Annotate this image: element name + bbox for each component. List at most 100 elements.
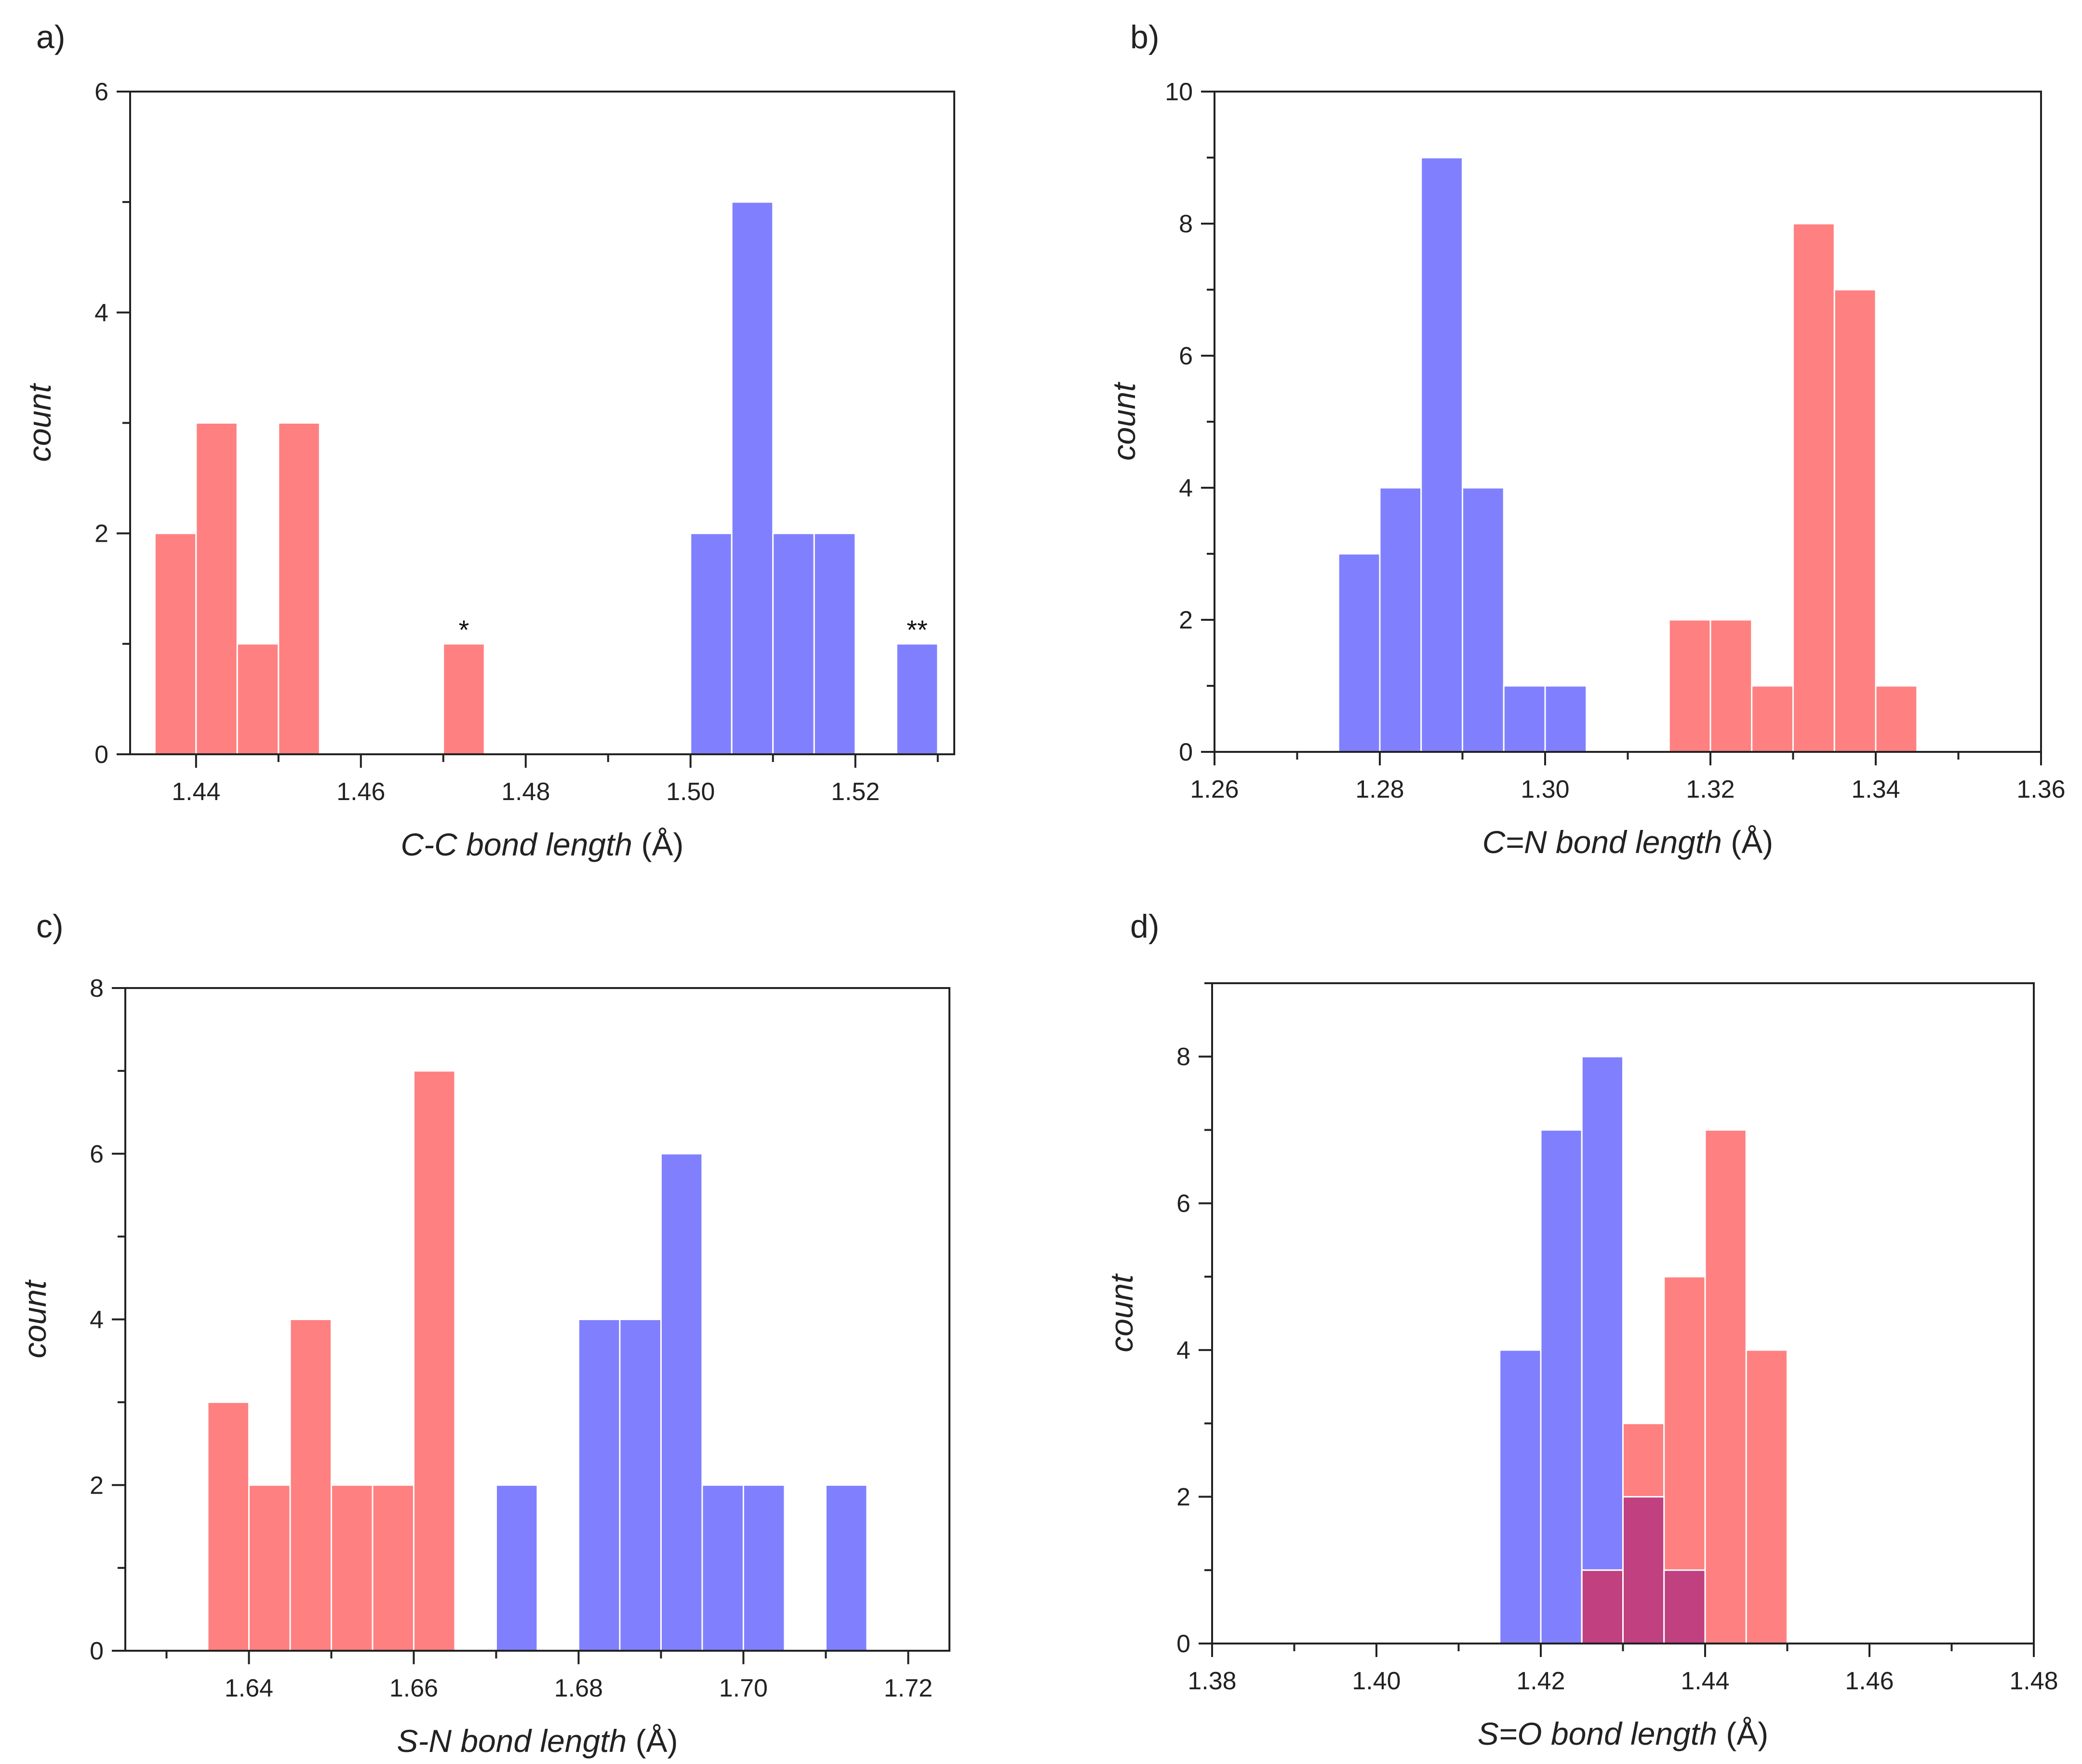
x-tick-label-a-4: 1.52 — [831, 778, 880, 806]
bar-d-overlap-1 — [1622, 1496, 1665, 1644]
x-tick-label-b-1: 1.28 — [1355, 775, 1404, 803]
bar-a-blue-1 — [731, 201, 774, 755]
x-tick-label-b-4: 1.34 — [1851, 775, 1900, 803]
bar-d-blue-2 — [1581, 1056, 1624, 1644]
x-tick-label-a-1: 1.46 — [336, 778, 385, 806]
bar-d-overlap-2 — [1663, 1569, 1706, 1644]
x-tick-label-c-0: 1.64 — [225, 1674, 273, 1702]
bar-c-blue-0 — [495, 1484, 538, 1652]
bar-b-blue-2 — [1420, 157, 1463, 753]
y-tick-label-c-4: 8 — [90, 975, 104, 1002]
y-tick-label-a-1: 2 — [94, 520, 108, 548]
y-tick-label-c-2: 4 — [90, 1306, 104, 1334]
y-axis-title-a: count — [22, 383, 57, 462]
x-tick-label-b-0: 1.26 — [1190, 775, 1239, 803]
bar-b-red-3 — [1792, 223, 1835, 753]
y-tick-label-c-1: 2 — [90, 1471, 104, 1499]
y-tick-label-d-4: 8 — [1176, 1043, 1190, 1071]
x-tick-label-d-2: 1.42 — [1516, 1667, 1565, 1695]
x-tick-label-d-1: 1.40 — [1352, 1667, 1401, 1695]
y-tick-label-b-5: 10 — [1165, 78, 1193, 106]
bar-c-red-0 — [207, 1401, 250, 1652]
x-tick-label-b-3: 1.32 — [1686, 775, 1735, 803]
y-tick-label-d-0: 0 — [1176, 1630, 1190, 1658]
x-tick-label-c-1: 1.66 — [389, 1674, 438, 1702]
bar-a-blue-3 — [813, 533, 856, 755]
x-tick-label-c-2: 1.68 — [554, 1674, 603, 1702]
bar-c-red-5 — [413, 1070, 456, 1652]
y-axis-title-d: count — [1104, 1273, 1139, 1352]
panel-label-d: d) — [1130, 908, 1159, 945]
chart-panel-d: 1.38 1.40 1.42 1.44 1.46 1.48 0 2 4 6 8 S=O bond le… — [1104, 908, 2058, 1751]
x-tick-label-d-4: 1.46 — [1845, 1667, 1894, 1695]
x-axis-title-d: S=O bond length (Å) — [1478, 1716, 1769, 1751]
y-tick-label-b-3: 6 — [1179, 342, 1193, 370]
bar-c-red-4 — [372, 1484, 414, 1652]
y-tick-label-b-2: 4 — [1179, 474, 1193, 502]
bar-a-blue-4 — [895, 643, 939, 755]
y-tick-label-c-3: 6 — [90, 1140, 104, 1168]
y-axis-title-b: count — [1106, 382, 1142, 461]
x-tick-label-a-0: 1.44 — [172, 778, 220, 806]
bar-a-red-2 — [236, 643, 280, 755]
bar-a-red-1 — [195, 422, 238, 755]
x-tick-label-d-3: 1.44 — [1681, 1667, 1729, 1695]
x-axis-title-b: C=N bond length (Å) — [1482, 824, 1774, 860]
y-tick-label-d-1: 2 — [1176, 1483, 1190, 1511]
panel-label-c: c) — [36, 908, 64, 945]
bar-b-blue-0 — [1337, 553, 1381, 753]
bar-b-red-0 — [1668, 619, 1711, 753]
bar-b-red-5 — [1875, 685, 1918, 753]
bar-d-red-4 — [1745, 1349, 1788, 1644]
x-axis-title-a: C-C bond length (Å) — [401, 827, 684, 862]
panel-label-a: a) — [36, 19, 65, 55]
y-tick-label-a-3: 6 — [94, 78, 108, 106]
bar-c-blue-2 — [619, 1319, 662, 1652]
bar-a-red-4 — [442, 643, 485, 755]
bar-c-blue-4 — [701, 1484, 744, 1652]
bar-d-red-3 — [1704, 1129, 1747, 1644]
bar-b-blue-4 — [1503, 685, 1546, 753]
annotation-a-0: * — [459, 615, 469, 645]
x-tick-label-a-3: 1.50 — [666, 778, 715, 806]
y-tick-label-d-2: 4 — [1176, 1336, 1190, 1364]
bar-d-blue-1 — [1540, 1129, 1583, 1644]
x-axis-title-c: S-N bond length (Å) — [397, 1723, 678, 1759]
bar-b-red-2 — [1751, 685, 1794, 753]
bar-b-blue-5 — [1544, 685, 1588, 753]
x-tick-label-c-4: 1.72 — [884, 1674, 933, 1702]
y-tick-label-c-0: 0 — [90, 1637, 104, 1665]
chart-panel-a: 1.44 1.46 1.48 1.50 1.52 0 2 4 6 C-C bond length … — [22, 19, 955, 862]
bar-d-overlap-0 — [1581, 1569, 1624, 1644]
bar-c-red-3 — [331, 1484, 374, 1652]
y-tick-label-a-0: 0 — [94, 741, 108, 769]
y-tick-label-b-4: 8 — [1179, 210, 1193, 238]
panel-label-b: b) — [1130, 19, 1159, 55]
bar-c-blue-6 — [825, 1484, 868, 1652]
bar-c-red-2 — [289, 1319, 332, 1652]
bar-a-blue-2 — [772, 533, 815, 755]
bar-a-red-3 — [278, 422, 320, 755]
y-tick-label-d-3: 6 — [1176, 1190, 1190, 1218]
x-tick-label-a-2: 1.48 — [501, 778, 550, 806]
bar-c-blue-3 — [660, 1153, 703, 1652]
bar-b-red-1 — [1709, 619, 1753, 753]
bar-c-blue-5 — [743, 1484, 786, 1652]
y-tick-label-a-2: 4 — [94, 299, 108, 327]
chart-panel-b: 1.26 1.28 1.30 1.32 1.34 1.36 0 2 4 6 8 10 C=N bond … — [1106, 19, 2066, 860]
x-tick-label-d-0: 1.38 — [1188, 1667, 1236, 1695]
x-tick-label-c-3: 1.70 — [719, 1674, 768, 1702]
x-tick-label-b-2: 1.30 — [1521, 775, 1569, 803]
x-tick-label-d-5: 1.48 — [2009, 1667, 2058, 1695]
y-axis-title-c: count — [17, 1279, 53, 1358]
bar-a-red-0 — [154, 533, 197, 755]
annotation-a-1: ** — [907, 615, 928, 645]
x-tick-label-b-5: 1.36 — [2016, 775, 2065, 803]
bar-c-blue-1 — [578, 1319, 621, 1652]
y-tick-label-b-1: 2 — [1179, 606, 1193, 634]
y-tick-label-b-0: 0 — [1179, 738, 1193, 766]
bar-b-blue-1 — [1379, 487, 1422, 753]
bar-c-red-1 — [248, 1484, 291, 1652]
bar-b-red-4 — [1833, 289, 1877, 753]
